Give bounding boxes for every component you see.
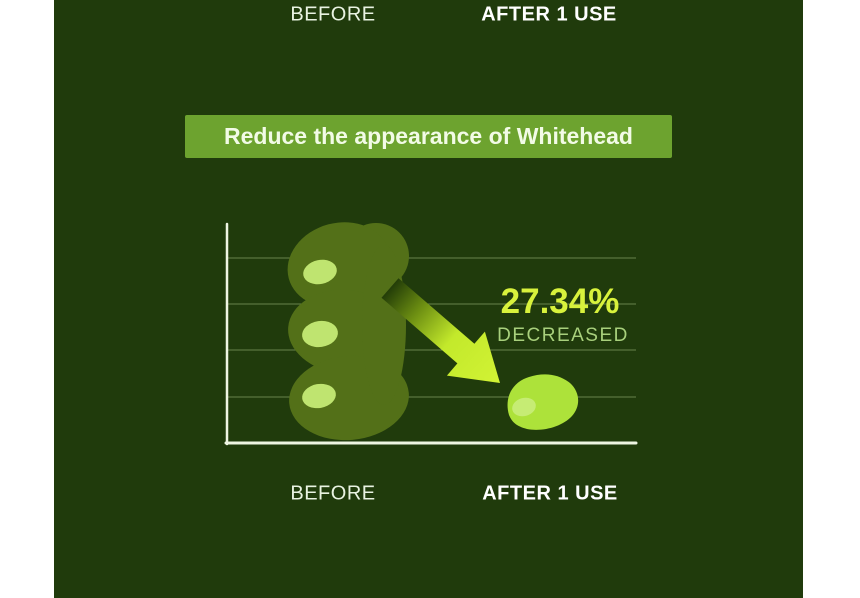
decrease-arrow-icon xyxy=(381,278,500,383)
decrease-percentage: 27.34% xyxy=(500,282,620,321)
axis-label-before: BEFORE xyxy=(290,482,376,505)
whitehead-blob-highlights xyxy=(302,259,338,409)
whitehead-blob-after xyxy=(507,374,579,430)
top-after-label: AFTER 1 USE xyxy=(481,3,617,26)
title-banner-text: Reduce the appearance of Whitehead xyxy=(224,123,633,149)
axis-label-after: AFTER 1 USE xyxy=(482,482,618,505)
decrease-label: DECREASED xyxy=(497,325,629,346)
title-banner: Reduce the appearance of Whitehead xyxy=(185,115,672,158)
whitehead-blob-after-highlight xyxy=(512,397,536,417)
whitehead-blob-before xyxy=(287,222,409,441)
whitehead-decrease-chart xyxy=(224,222,638,446)
infographic-background: BEFORE AFTER 1 USE Reduce the appearance… xyxy=(54,0,803,598)
top-before-label: BEFORE xyxy=(290,3,376,26)
